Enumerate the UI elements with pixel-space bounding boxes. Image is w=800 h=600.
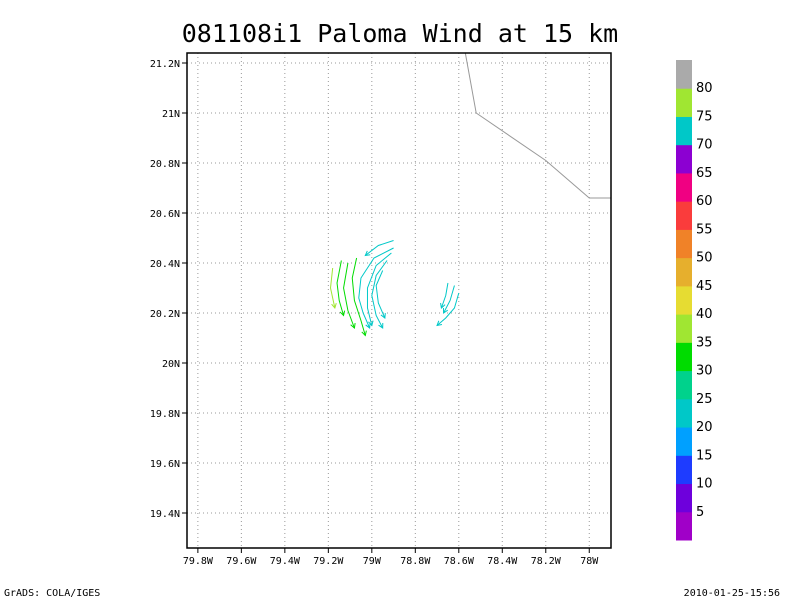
colorbar-segment [676,483,692,513]
streamline-arrowhead [442,307,449,314]
colorbar-segment [676,398,692,428]
colorbar-segment [676,285,692,315]
streamline [443,285,455,314]
colorbar-label: 55 [696,222,713,237]
grid [187,53,611,548]
colorbar-segment [676,257,692,287]
y-tick-label: 19.4N [150,509,180,520]
colorbar-segment [676,172,692,202]
streamline-arrowhead [440,302,446,309]
colorbar-segment [676,455,692,485]
colorbar: 5 10 15 20 25 30 35 40 45 50 55 60 65 70 75 80 [676,60,713,541]
y-tick-label: 21.2N [150,59,180,70]
streamline-arrowhead [368,320,374,327]
colorbar-label: 80 [696,81,713,96]
colorbar-label: 45 [696,279,713,294]
streamline [330,267,336,309]
streamline [371,260,388,329]
y-tick-label: 20.2N [150,309,180,320]
colorbar-label: 65 [696,166,713,181]
colorbar-label: 10 [696,477,713,492]
colorbar-label: 70 [696,138,713,153]
streamline [436,292,460,326]
y-tick-label: 20.4N [150,259,180,270]
x-tick-label: 78W [580,556,599,567]
x-tick-label: 79W [363,556,382,567]
chart-title: 081108i1 Paloma Wind at 15 km [182,19,619,48]
streamline [358,247,394,329]
x-tick-label: 79.2W [313,556,344,567]
x-tick-label: 78.8W [400,556,431,567]
x-tick-label: 79.6W [226,556,257,567]
colorbar-label: 35 [696,335,713,350]
colorbar-label: 5 [696,505,704,520]
y-tick-label: 19.8N [150,409,180,420]
colorbar-label: 75 [696,109,713,124]
colorbar-segment [676,116,692,146]
plot-frame [186,52,612,549]
streamline [343,262,355,329]
y-tick-label: 20N [162,359,180,370]
colorbar-label: 50 [696,251,713,266]
streamline-arrowhead [331,303,337,310]
y-tick-label: 20.6N [150,209,180,220]
coastline [464,52,611,199]
x-tick-label: 79.4W [270,556,301,567]
colorbar-label: 15 [696,448,713,463]
streamline-arrowhead [380,312,386,319]
colorbar-segment [676,201,692,230]
colorbar-segment [676,427,692,456]
colorbar-label: 30 [696,364,713,379]
streamline [351,257,366,336]
colorbar-label: 40 [696,307,713,322]
streamline-arrowhead [365,322,371,329]
colorbar-segment [676,88,692,117]
colorbar-segment [676,511,692,541]
streamline [364,240,394,256]
x-tick-label: 78.2W [531,556,562,567]
y-axis: 19.4N 19.6N 19.8N 20N 20.2N 20.4N 20.6N 20.8N 21… [150,59,187,520]
streamline [366,252,392,326]
colorbar-segment [676,60,692,89]
x-tick-label: 79.8W [183,556,214,567]
streamline [375,270,386,319]
x-tick-label: 78.6W [444,556,475,567]
streamline-arrowhead [364,250,371,257]
colorbar-label: 60 [696,194,713,209]
colorbar-segment [676,342,692,372]
y-tick-label: 19.6N [150,459,180,470]
footer-credit: GrADS: COLA/IGES [4,588,101,599]
colorbar-segment [676,144,692,174]
wind-streamlines [330,240,460,337]
colorbar-segment [676,370,692,400]
streamline-arrowhead [436,320,443,327]
streamline [440,282,449,309]
colorbar-label: 20 [696,420,713,435]
streamline [336,260,345,316]
streamline-arrowhead [339,310,346,317]
colorbar-segment [676,314,692,343]
y-tick-label: 20.8N [150,159,180,170]
streamline-arrowhead [350,322,356,329]
streamline-arrowhead [378,322,384,329]
streamline-arrowhead [361,330,367,337]
coastline-path [464,52,611,199]
footer-timestamp: 2010-01-25-15:56 [683,588,780,599]
x-axis: 79.8W 79.6W 79.4W 79.2W 79W 78.8W 78.6W 78.4W 78… [183,548,599,567]
colorbar-segment [676,229,692,259]
x-tick-label: 78.4W [487,556,518,567]
colorbar-label: 25 [696,392,713,407]
y-tick-label: 21N [162,109,180,120]
